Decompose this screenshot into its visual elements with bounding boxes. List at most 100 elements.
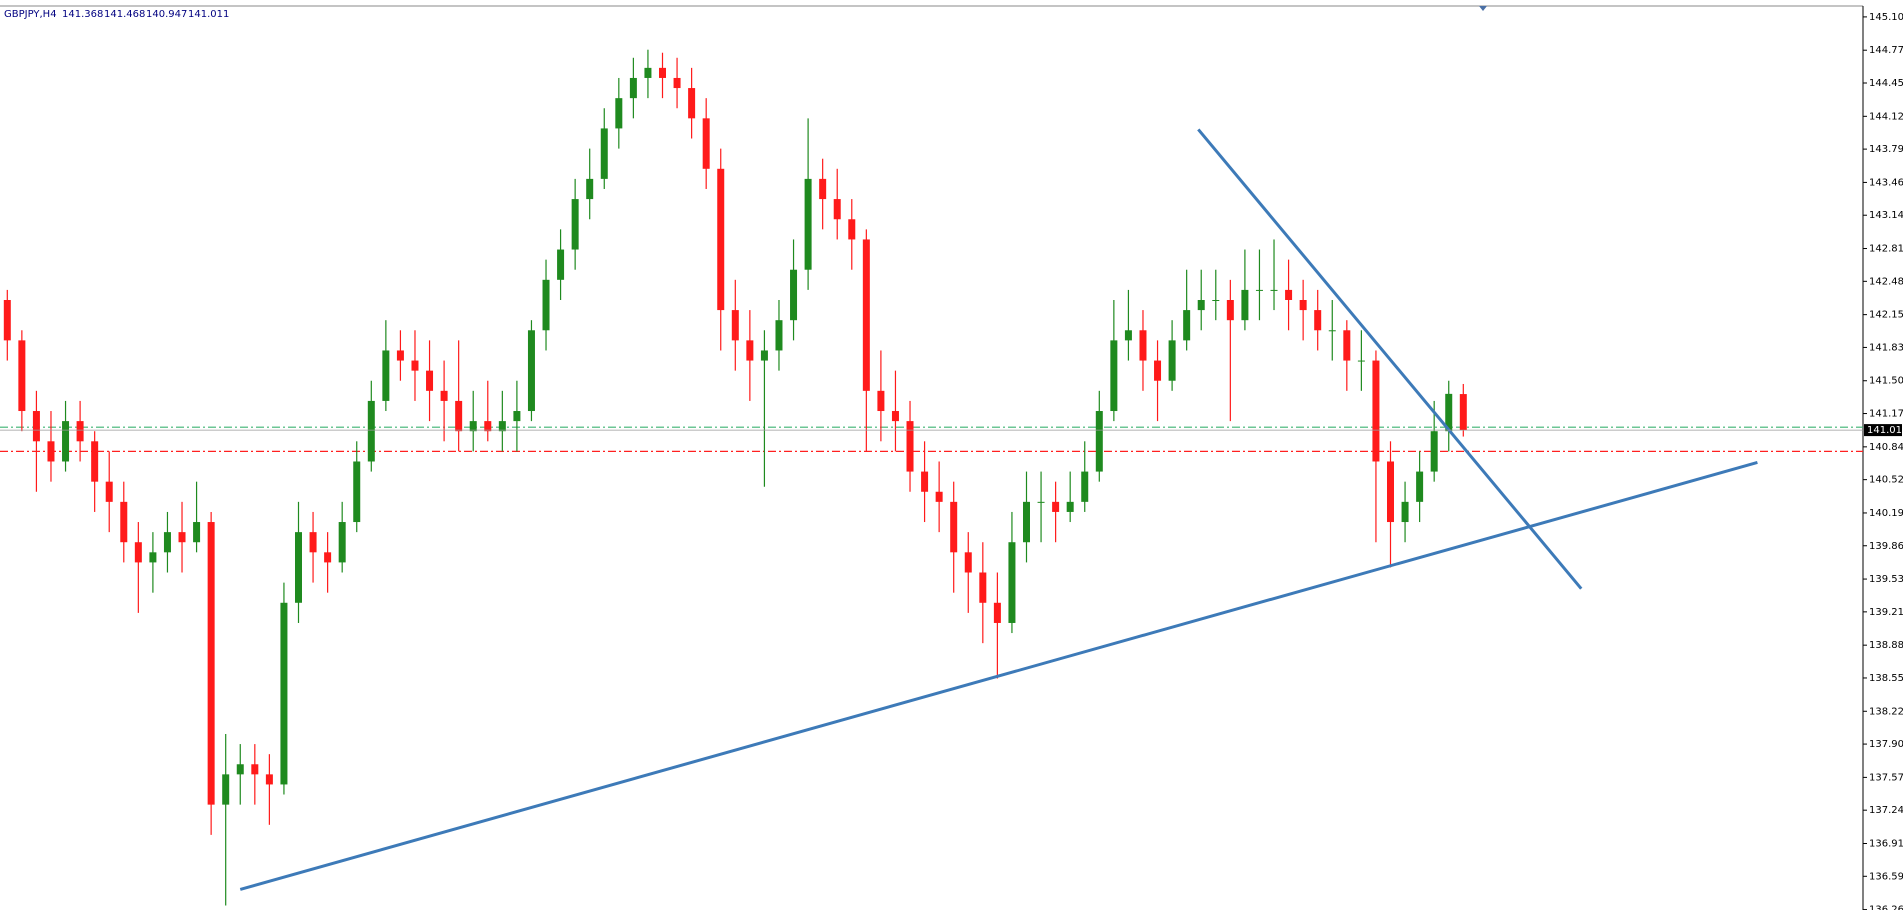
candle-body <box>353 461 361 523</box>
candle-body <box>1401 501 1409 523</box>
candle-body <box>396 350 404 361</box>
price-tag <box>1864 424 1902 437</box>
candle-body <box>1052 501 1060 512</box>
candle-body <box>1343 330 1351 361</box>
candle-body <box>1241 289 1249 321</box>
candle-body <box>1445 393 1453 432</box>
candle-body <box>76 421 84 442</box>
candle-body <box>862 239 870 391</box>
candle-body <box>1066 501 1074 512</box>
low-value: 140.947 <box>146 9 187 20</box>
header: GBPJPY,H4 141.368 141.468 140.947 141.01… <box>4 9 229 20</box>
candle-body <box>731 310 739 341</box>
candle-body <box>1037 501 1045 503</box>
y-tick-label: 140.845 <box>1869 442 1903 453</box>
y-tick-label: 139.210 <box>1869 607 1903 618</box>
candle-body <box>18 340 26 412</box>
candle-body <box>411 360 419 371</box>
candle-body <box>1212 299 1220 301</box>
y-tick-label: 144.120 <box>1869 111 1903 122</box>
candle-body <box>47 441 55 462</box>
candle-body <box>775 320 783 351</box>
candle-body <box>1183 310 1191 341</box>
candle-body <box>1154 360 1162 381</box>
candle-body <box>790 269 798 321</box>
candle-body <box>1095 411 1103 472</box>
candle-body <box>1314 310 1322 331</box>
candle-body <box>367 400 375 462</box>
candle-body <box>1430 431 1438 472</box>
candle-body <box>717 168 725 311</box>
candle-body <box>513 411 521 422</box>
y-tick-label: 142.485 <box>1869 276 1903 287</box>
candle-body <box>1110 340 1118 412</box>
y-tick-label: 139.535 <box>1869 574 1903 585</box>
candle-body <box>600 128 608 179</box>
candle-body <box>644 67 652 78</box>
y-tick-label: 137.900 <box>1869 739 1903 750</box>
candle-body <box>265 774 273 785</box>
candle-body <box>324 552 332 563</box>
candle-body <box>440 390 448 401</box>
candle-body <box>280 602 288 785</box>
y-tick-label: 137.245 <box>1869 805 1903 816</box>
y-tick-label: 145.105 <box>1869 12 1903 23</box>
trendline <box>239 461 1758 891</box>
candle-body <box>1008 542 1016 623</box>
candle-body <box>615 98 623 129</box>
y-tick-label: 141.830 <box>1869 342 1903 353</box>
candle-body <box>498 421 506 432</box>
candle-body <box>1139 330 1147 361</box>
y-tick-label: 142.155 <box>1869 310 1903 321</box>
candle-body <box>1270 289 1278 291</box>
candle-body <box>1255 289 1263 291</box>
y-tick-label: 144.775 <box>1869 45 1903 56</box>
candle-body <box>746 340 754 361</box>
candle-body <box>557 249 565 280</box>
candle-body <box>207 522 215 805</box>
candle-body <box>193 522 201 543</box>
candle-body <box>1197 299 1205 311</box>
candle-body <box>804 178 812 270</box>
open-value: 141.368 <box>62 9 103 20</box>
candle-body <box>1328 330 1336 332</box>
candle-body <box>1285 289 1293 300</box>
y-tick-label: 144.450 <box>1869 78 1903 89</box>
trendline <box>1197 128 1583 590</box>
candle-body <box>91 441 99 482</box>
candle-body <box>1387 461 1394 523</box>
candle-body <box>659 67 666 78</box>
candle-body <box>1081 471 1089 502</box>
y-tick-label: 140.520 <box>1869 475 1903 486</box>
candle-body <box>1124 330 1132 341</box>
candle-body <box>251 764 259 775</box>
candle-body <box>877 390 885 412</box>
y-tick-label: 138.880 <box>1869 640 1903 651</box>
candle-body <box>236 764 244 775</box>
candle-body <box>964 552 972 573</box>
y-tick-label: 136.260 <box>1869 905 1903 910</box>
candle-body <box>527 330 535 412</box>
candle-body <box>1372 360 1380 462</box>
candle-body <box>222 774 230 805</box>
candle-body <box>1357 360 1365 362</box>
candle-body <box>455 400 463 432</box>
candle-body <box>1416 471 1424 502</box>
y-tick-label: 138.555 <box>1869 673 1903 684</box>
shift-marker <box>1479 6 1487 11</box>
candle-body <box>178 532 186 543</box>
candle-body <box>993 602 1001 623</box>
candle-body <box>848 219 856 240</box>
candle-body <box>32 411 40 442</box>
y-tick-label: 136.915 <box>1869 838 1903 849</box>
candle-body <box>935 491 943 502</box>
candle-body <box>426 370 434 391</box>
candle-body <box>3 299 11 341</box>
candle-body <box>906 421 914 472</box>
y-tick-label: 141.500 <box>1869 376 1903 387</box>
candle-body <box>163 532 171 553</box>
price-tag-label: 141.011 <box>1867 425 1903 436</box>
candle-body <box>979 572 987 603</box>
